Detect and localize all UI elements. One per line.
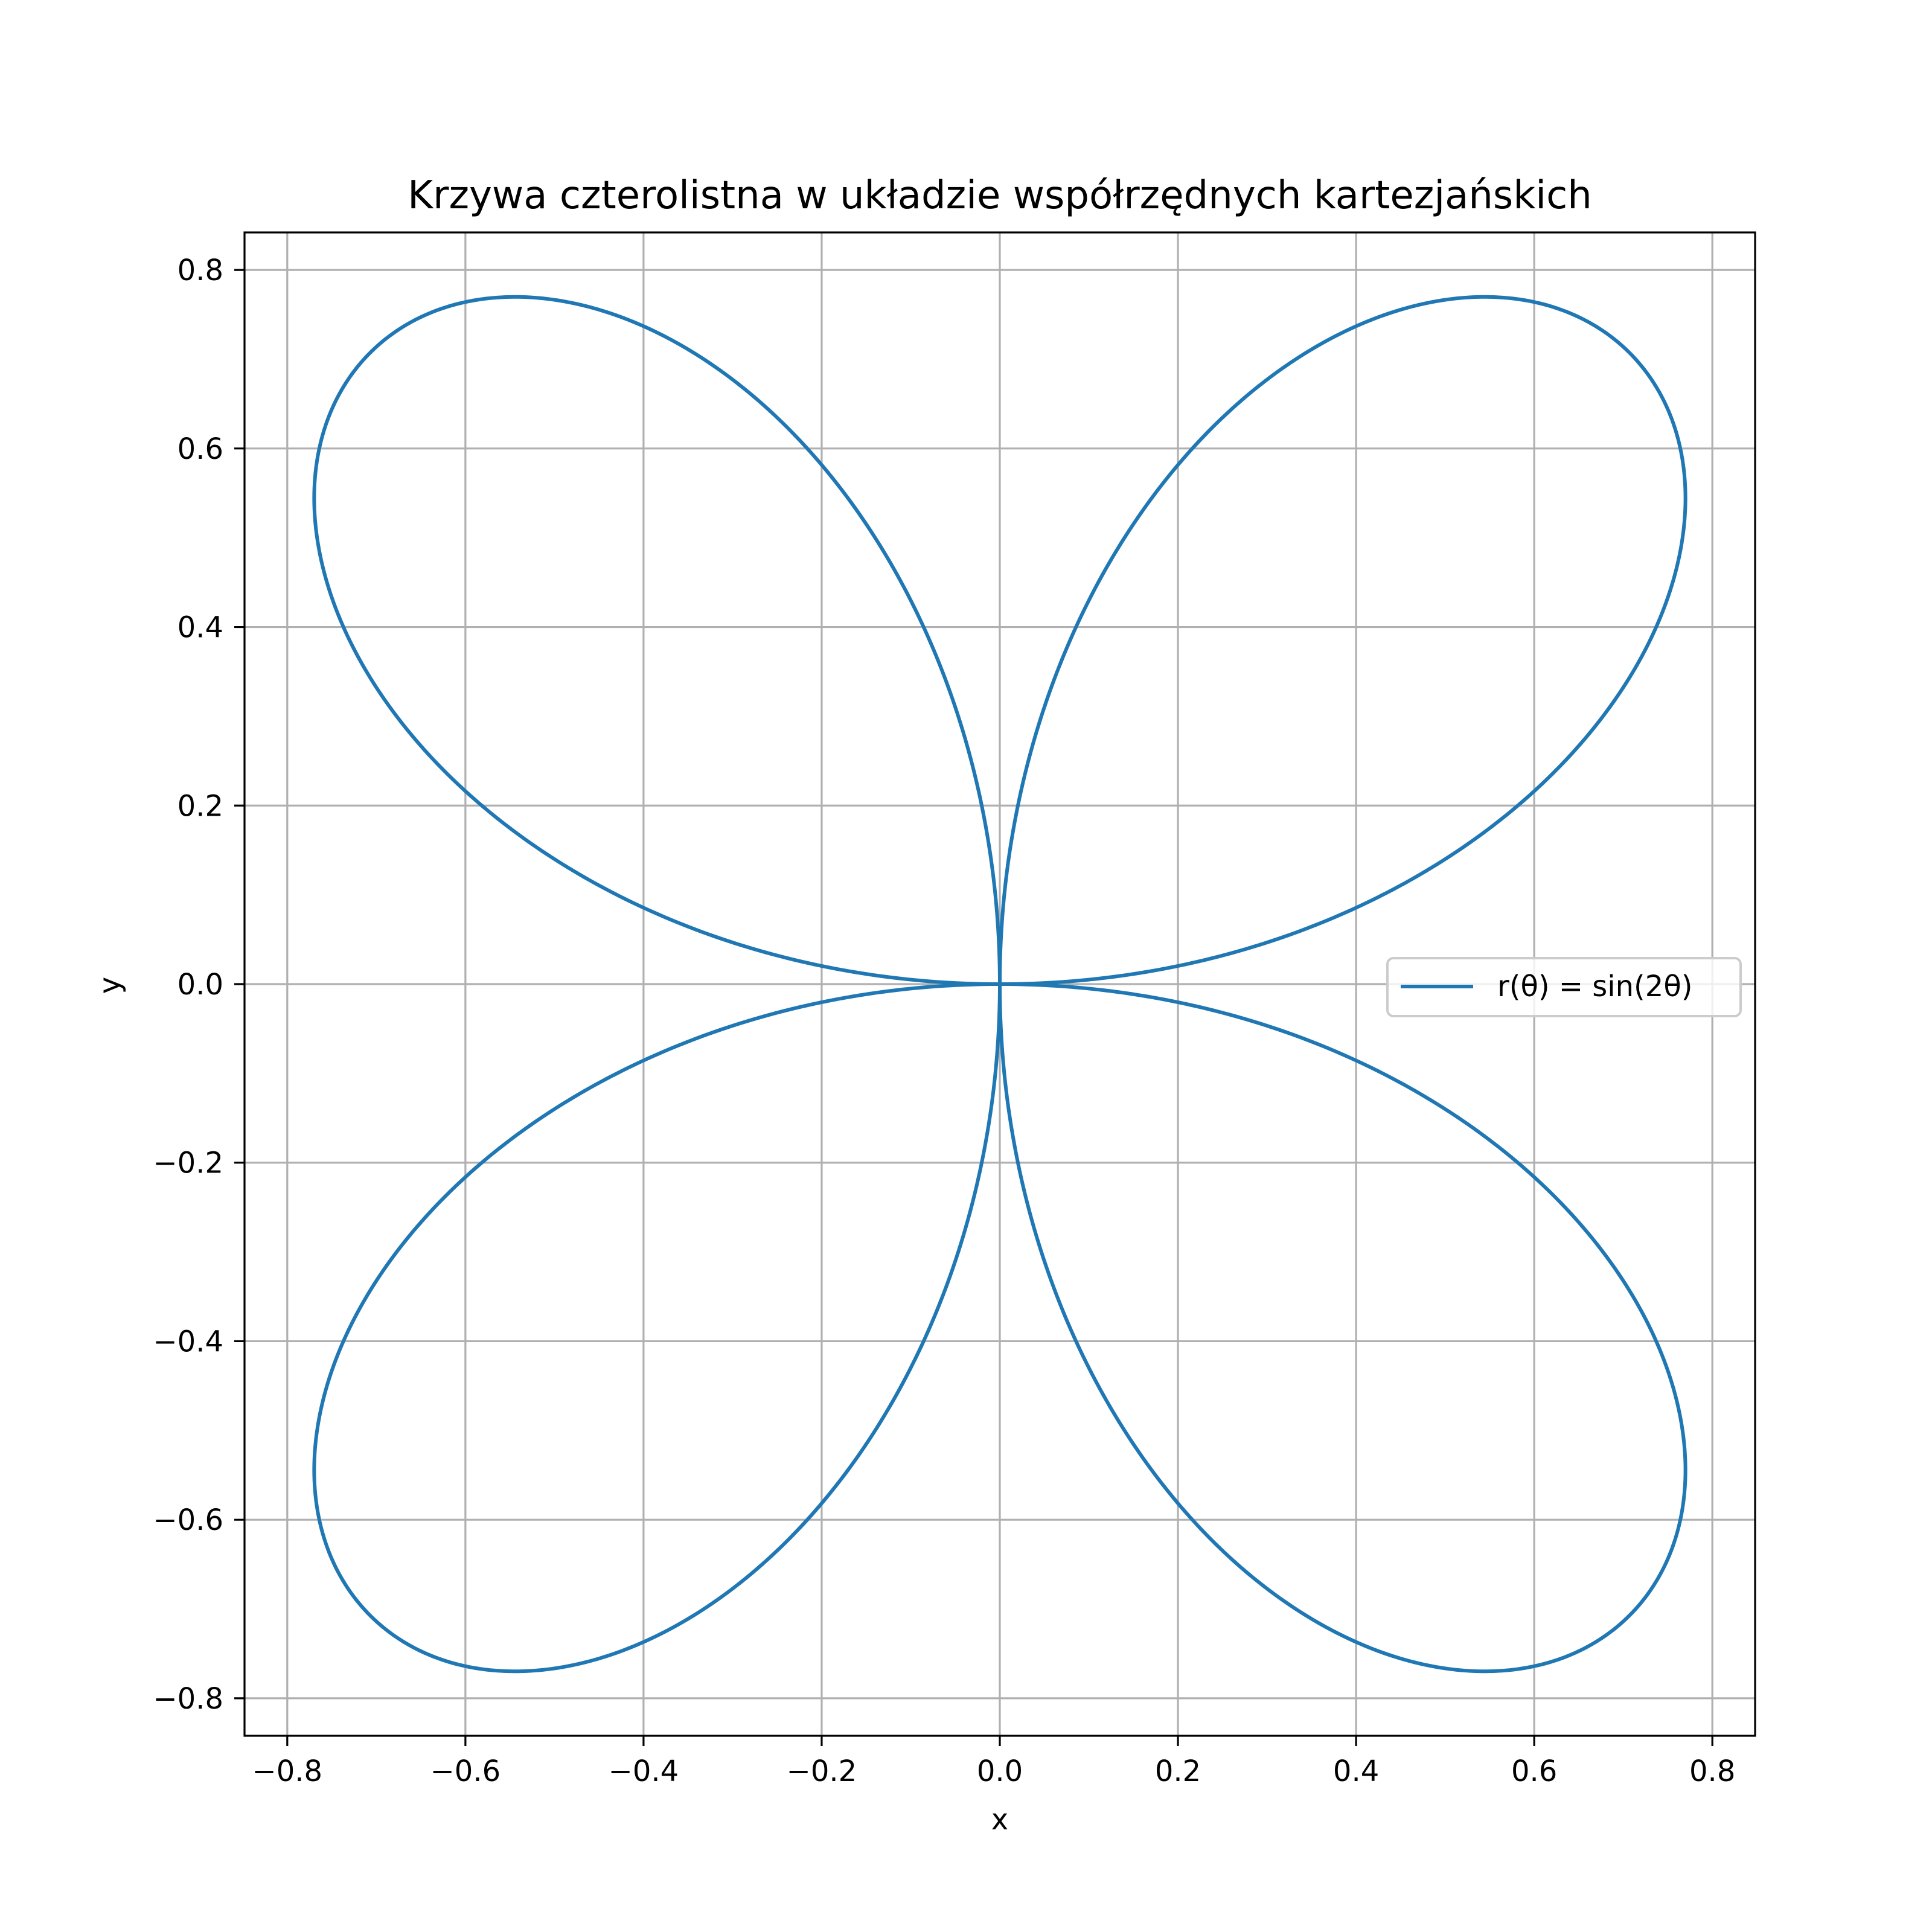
legend: r(θ) = sin(2θ) bbox=[1386, 957, 1742, 1017]
x-tick-label: 0.0 bbox=[977, 1754, 1023, 1788]
legend-label: r(θ) = sin(2θ) bbox=[1497, 970, 1692, 1003]
y-tick-label: 0.6 bbox=[178, 432, 223, 466]
x-axis-label: x bbox=[991, 1803, 1008, 1837]
y-tick-label: 0.2 bbox=[178, 789, 223, 823]
x-tick-label: −0.8 bbox=[252, 1754, 323, 1788]
chart-title: Krzywa czterolistna w układzie współrzęd… bbox=[408, 173, 1592, 218]
y-tick-label: −0.4 bbox=[153, 1325, 223, 1358]
x-tick-label: 0.4 bbox=[1333, 1754, 1379, 1788]
x-tick-label: −0.2 bbox=[787, 1754, 857, 1788]
x-tick-label: 0.6 bbox=[1511, 1754, 1557, 1788]
x-tick-label: 0.2 bbox=[1155, 1754, 1201, 1788]
curve-line-series bbox=[312, 295, 1687, 1674]
x-tick-label: −0.6 bbox=[430, 1754, 501, 1788]
legend-box bbox=[1386, 957, 1742, 1017]
y-axis-label: y bbox=[93, 977, 127, 994]
y-tick-label: −0.6 bbox=[153, 1503, 223, 1537]
curve-layer bbox=[312, 295, 1687, 1674]
y-tick-label: 0.0 bbox=[178, 968, 223, 1002]
y-tick-label: 0.8 bbox=[178, 254, 223, 287]
x-tick-label: 0.8 bbox=[1689, 1754, 1735, 1788]
x-tick-label: −0.4 bbox=[609, 1754, 679, 1788]
y-tick-label: −0.8 bbox=[153, 1682, 223, 1716]
ticks-layer: −0.8 −0.6 −0.4 −0.2 0.0 0.2 0.4 0.6 0.8 −0.8 −0.6 −… bbox=[153, 254, 1735, 1788]
y-tick-label: −0.2 bbox=[153, 1147, 223, 1180]
y-tick-label: 0.4 bbox=[178, 611, 223, 645]
